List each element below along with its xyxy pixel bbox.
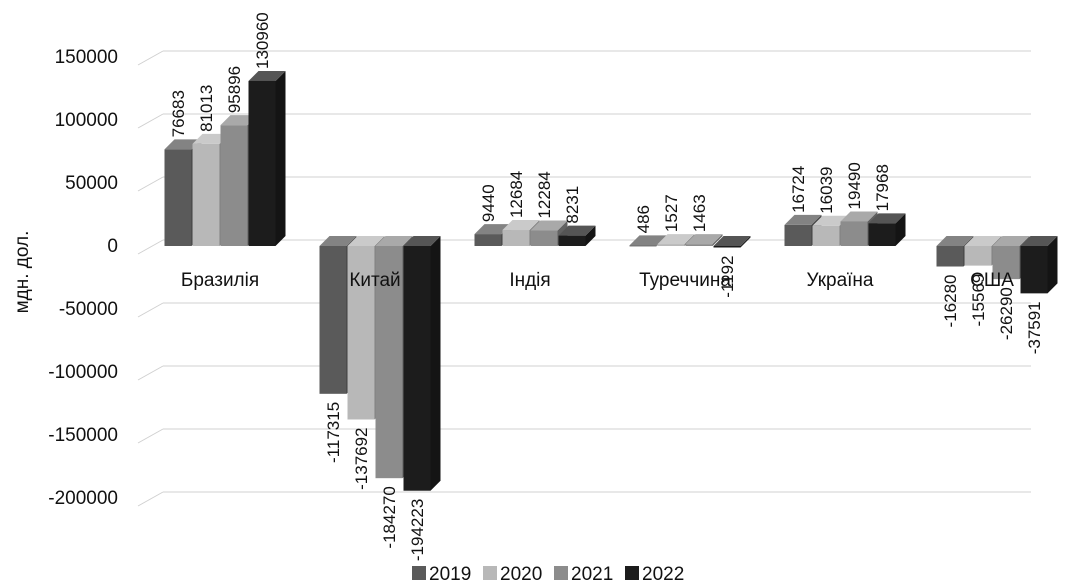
data-label-Україна-2020: 16039 [817, 167, 836, 214]
y-tick-label: 100000 [55, 110, 118, 131]
category-label: Індія [509, 270, 550, 291]
data-label-Індія-2019: 9440 [479, 184, 498, 222]
data-labels: 76683 81013 95896 130960 -117315 -137692 -1842… [169, 12, 1044, 561]
bar-США-2022 [1020, 236, 1058, 294]
category-label: Бразилія [181, 270, 259, 291]
data-label-Китай-2022: -194223 [408, 499, 427, 561]
legend: 2019 2020 2021 2022 [412, 564, 684, 584]
category-label: Туреччина [639, 270, 731, 291]
bar-Туреччина-2021 [685, 234, 723, 246]
gridline-diagonal [137, 302, 164, 318]
data-label-Україна-2021: 19490 [845, 162, 864, 209]
y-tick-label: 0 [107, 236, 118, 257]
data-label-США-2019: -16280 [941, 275, 960, 328]
y-tick-label: -50000 [59, 299, 118, 320]
data-label-Бразилія-2019: 76683 [169, 90, 188, 137]
legend-swatch-2019 [412, 566, 426, 580]
data-label-Туреччина-2021: 1463 [690, 194, 709, 232]
category-label: Китай [349, 270, 400, 291]
legend-swatch-2022 [625, 566, 639, 580]
legend-label-2019: 2019 [429, 564, 471, 584]
y-axis-ticks: 150000 100000 50000 0 -50000 -100000 -150000 -2… [48, 47, 118, 509]
legend-label-2022: 2022 [642, 564, 684, 584]
gridline-diagonal [137, 428, 164, 444]
legend-swatch-2020 [483, 566, 497, 580]
data-label-Бразилія-2020: 81013 [197, 85, 216, 132]
gridline-diagonal [137, 50, 164, 66]
category-labels: Бразилія Китай Індія Туреччина Україна США [181, 270, 1014, 291]
data-label-Україна-2019: 16724 [789, 166, 808, 213]
data-label-Індія-2021: 12284 [535, 171, 554, 218]
bar-Туреччина-2022 [713, 236, 751, 248]
data-label-США-2022: -37591 [1025, 301, 1044, 354]
data-label-Туреччина-2022: -1192 [718, 256, 737, 298]
data-label-Індія-2020: 12684 [507, 171, 526, 218]
data-label-Україна-2022: 17968 [873, 164, 892, 211]
bar-Китай-2022 [403, 236, 441, 491]
bar-Індія-2022 [558, 225, 596, 246]
data-label-Китай-2019: -117315 [324, 402, 343, 463]
legend-swatch-2021 [554, 566, 568, 580]
y-tick-label: 150000 [55, 47, 118, 68]
data-label-Бразилія-2022: 130960 [253, 12, 272, 69]
data-label-Індія-2022: 8231 [563, 186, 582, 224]
data-label-Туреччина-2019: 486 [634, 205, 653, 233]
bars [164, 70, 1058, 491]
category-label: Україна [806, 270, 873, 291]
bar-Україна-2022 [868, 213, 906, 246]
data-label-Китай-2020: -137692 [352, 427, 371, 489]
data-label-Туреччина-2020: 1527 [662, 194, 681, 232]
data-label-США-2021: -26290 [997, 287, 1016, 340]
gridline-diagonal [137, 239, 164, 255]
data-label-Бразилія-2021: 95896 [225, 66, 244, 113]
gridline-diagonal [137, 176, 164, 192]
category-label: США [970, 270, 1014, 291]
y-tick-label: -150000 [48, 425, 118, 446]
gridlines [137, 50, 1031, 507]
bar-Бразилія-2022 [248, 70, 286, 246]
legend-label-2021: 2021 [571, 564, 613, 584]
y-tick-label: -200000 [48, 488, 118, 509]
data-label-США-2020: -15569 [969, 274, 988, 327]
y-tick-label: 50000 [65, 173, 118, 194]
data-label-Китай-2021: -184270 [380, 486, 399, 548]
gridline-diagonal [137, 365, 164, 381]
y-axis-title: мдн. дол. [12, 231, 33, 314]
y-tick-label: -100000 [48, 362, 118, 383]
gridline-diagonal [137, 113, 164, 129]
legend-label-2020: 2020 [500, 564, 542, 584]
gridline-diagonal [137, 491, 164, 507]
